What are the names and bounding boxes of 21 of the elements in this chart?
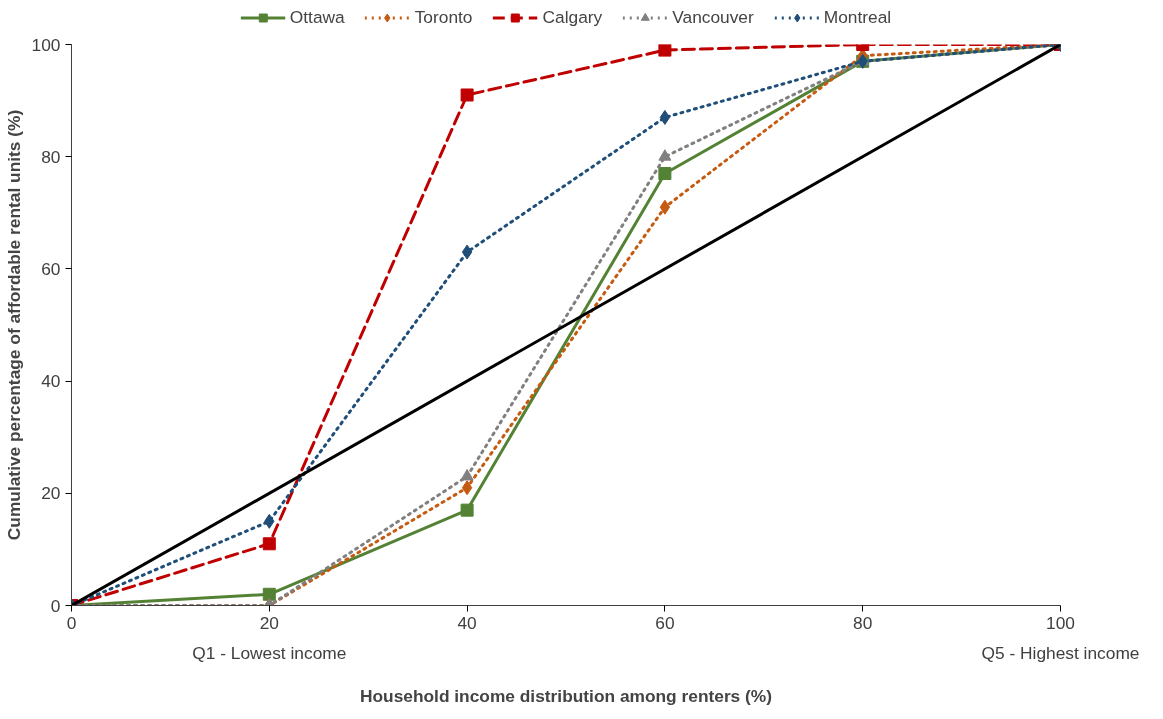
x-axis-title: Household income distribution among renters (%) (359, 685, 773, 706)
x-tick-label: 20 (259, 612, 279, 633)
x-tick-label: 0 (66, 612, 77, 633)
legend-label: Vancouver (672, 6, 754, 28)
y-tick-label: 40 (41, 371, 61, 392)
legend-label: Montreal (823, 6, 892, 28)
y-tick-label: 60 (41, 258, 61, 279)
x-tick-label: 60 (655, 612, 675, 633)
x-tick-label: 100 (1046, 612, 1075, 633)
x-tick-label: 40 (457, 612, 477, 633)
legend-label: Calgary (542, 6, 603, 28)
text: Q1 - Lowest income (192, 642, 347, 663)
y-tick-label: 80 (41, 146, 61, 167)
y-tick-label: 0 (50, 595, 61, 616)
legend-label: Toronto (414, 6, 473, 28)
y-axis-title: Cumulative percentage of affordable rental units (%) (3, 109, 24, 541)
legend-label: Ottawa (289, 6, 345, 28)
x-tick-label: 80 (853, 612, 873, 633)
y-tick-label: 100 (31, 34, 61, 55)
y-tick-label: 20 (41, 483, 61, 504)
text: Q5 - Highest income (981, 642, 1140, 663)
